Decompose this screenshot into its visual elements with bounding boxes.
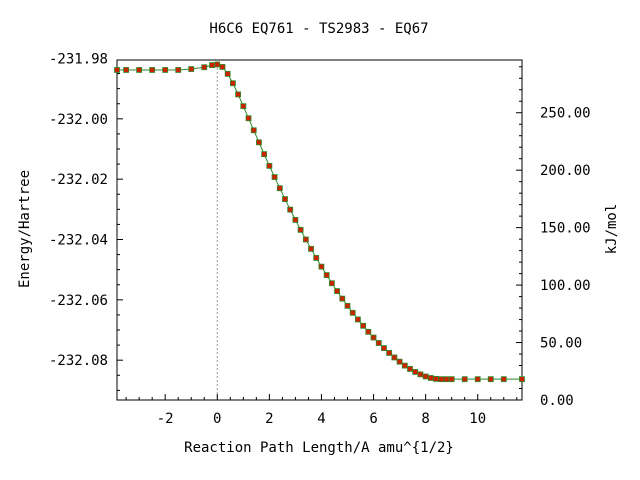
y2-tick-label: 150.00 [540, 221, 591, 237]
x-tick-label: 8 [421, 411, 429, 427]
data-point [323, 272, 330, 279]
data-point [256, 139, 262, 146]
data-point [209, 62, 215, 69]
x-tick-label: 6 [369, 411, 377, 427]
data-point [149, 67, 156, 73]
plot-frame [116, 59, 523, 401]
data-point [175, 67, 182, 73]
energy-points [114, 61, 525, 383]
data-point [240, 103, 247, 110]
y-tick-label: -232.06 [49, 293, 108, 309]
data-point [500, 376, 507, 383]
x-axis-ticks: -2 0 2 4 6 8 10 [125, 394, 518, 427]
data-point [219, 64, 226, 70]
data-point [349, 309, 356, 316]
y-tick-label: -231.98 [49, 51, 108, 67]
data-point [443, 376, 450, 383]
data-point [287, 206, 294, 213]
data-point [474, 376, 481, 383]
x-tick-label: 0 [213, 411, 221, 427]
data-point [245, 115, 252, 122]
data-point [229, 80, 236, 87]
data-point [422, 373, 429, 380]
data-point [188, 66, 195, 72]
data-point [313, 255, 320, 261]
data-point [266, 162, 273, 169]
x-tick-label: 4 [317, 411, 325, 427]
y-tick-label: -232.02 [49, 172, 108, 188]
x-tick-label: 2 [265, 411, 273, 427]
data-point [271, 174, 278, 180]
data-point [308, 245, 314, 252]
x-tick-label: 10 [469, 411, 486, 427]
data-point [375, 340, 382, 346]
y-tick-label: -232.00 [49, 112, 108, 128]
data-point [224, 70, 231, 77]
data-point [370, 334, 377, 341]
y2-axis-label: kJ/mol [604, 204, 620, 255]
data-point [396, 358, 403, 365]
data-point [365, 328, 372, 335]
y-axis-label: Energy/Hartree [17, 170, 33, 288]
data-point [344, 302, 351, 309]
data-point [261, 151, 268, 158]
data-point [250, 127, 257, 134]
data-point [461, 376, 468, 383]
data-point [282, 196, 288, 202]
y-tick-label: -232.04 [49, 233, 108, 249]
y2-tick-label: 0.00 [540, 393, 574, 409]
data-point [433, 375, 439, 382]
energy-curve [117, 64, 522, 380]
data-point [386, 350, 393, 356]
y2-axis-ticks: 0.00 50.00 100.00 150.00 200.00 250.00 [516, 66, 591, 409]
data-point [318, 263, 325, 270]
data-point [360, 322, 367, 329]
data-point [407, 366, 413, 372]
data-point [487, 376, 494, 383]
data-point [292, 216, 299, 223]
y2-tick-label: 50.00 [540, 336, 582, 352]
data-point [391, 354, 398, 361]
y2-tick-label: 100.00 [540, 278, 591, 294]
data-point [235, 91, 242, 98]
data-point [334, 288, 340, 294]
data-point [438, 376, 445, 383]
x-axis-label: Reaction Path Length/A amu^{1/2} [184, 440, 454, 456]
data-point [519, 376, 525, 383]
data-point [448, 376, 455, 383]
data-point [162, 67, 169, 73]
data-point [412, 369, 419, 375]
data-point [417, 371, 424, 378]
y-axis-ticks: -231.98 -232.00 -232.02 -232.04 -232.06 -232.… [49, 51, 123, 391]
y2-tick-label: 250.00 [540, 106, 591, 122]
data-point [136, 67, 143, 73]
data-point [123, 67, 130, 73]
x-tick-label: -2 [157, 411, 174, 427]
y-tick-label: -232.08 [49, 353, 108, 369]
data-point [401, 362, 408, 369]
data-point [276, 185, 283, 192]
data-point [114, 67, 120, 73]
data-point [427, 375, 434, 381]
data-point [297, 226, 304, 233]
data-point [355, 316, 361, 323]
data-point [328, 280, 335, 287]
chart-title: H6C6 EQ761 - TS2983 - EQ67 [209, 21, 428, 37]
data-point [214, 61, 221, 68]
data-point [339, 295, 346, 302]
y2-tick-label: 200.00 [540, 163, 591, 179]
data-point [302, 236, 309, 243]
data-point [381, 345, 387, 352]
data-point [201, 64, 208, 71]
